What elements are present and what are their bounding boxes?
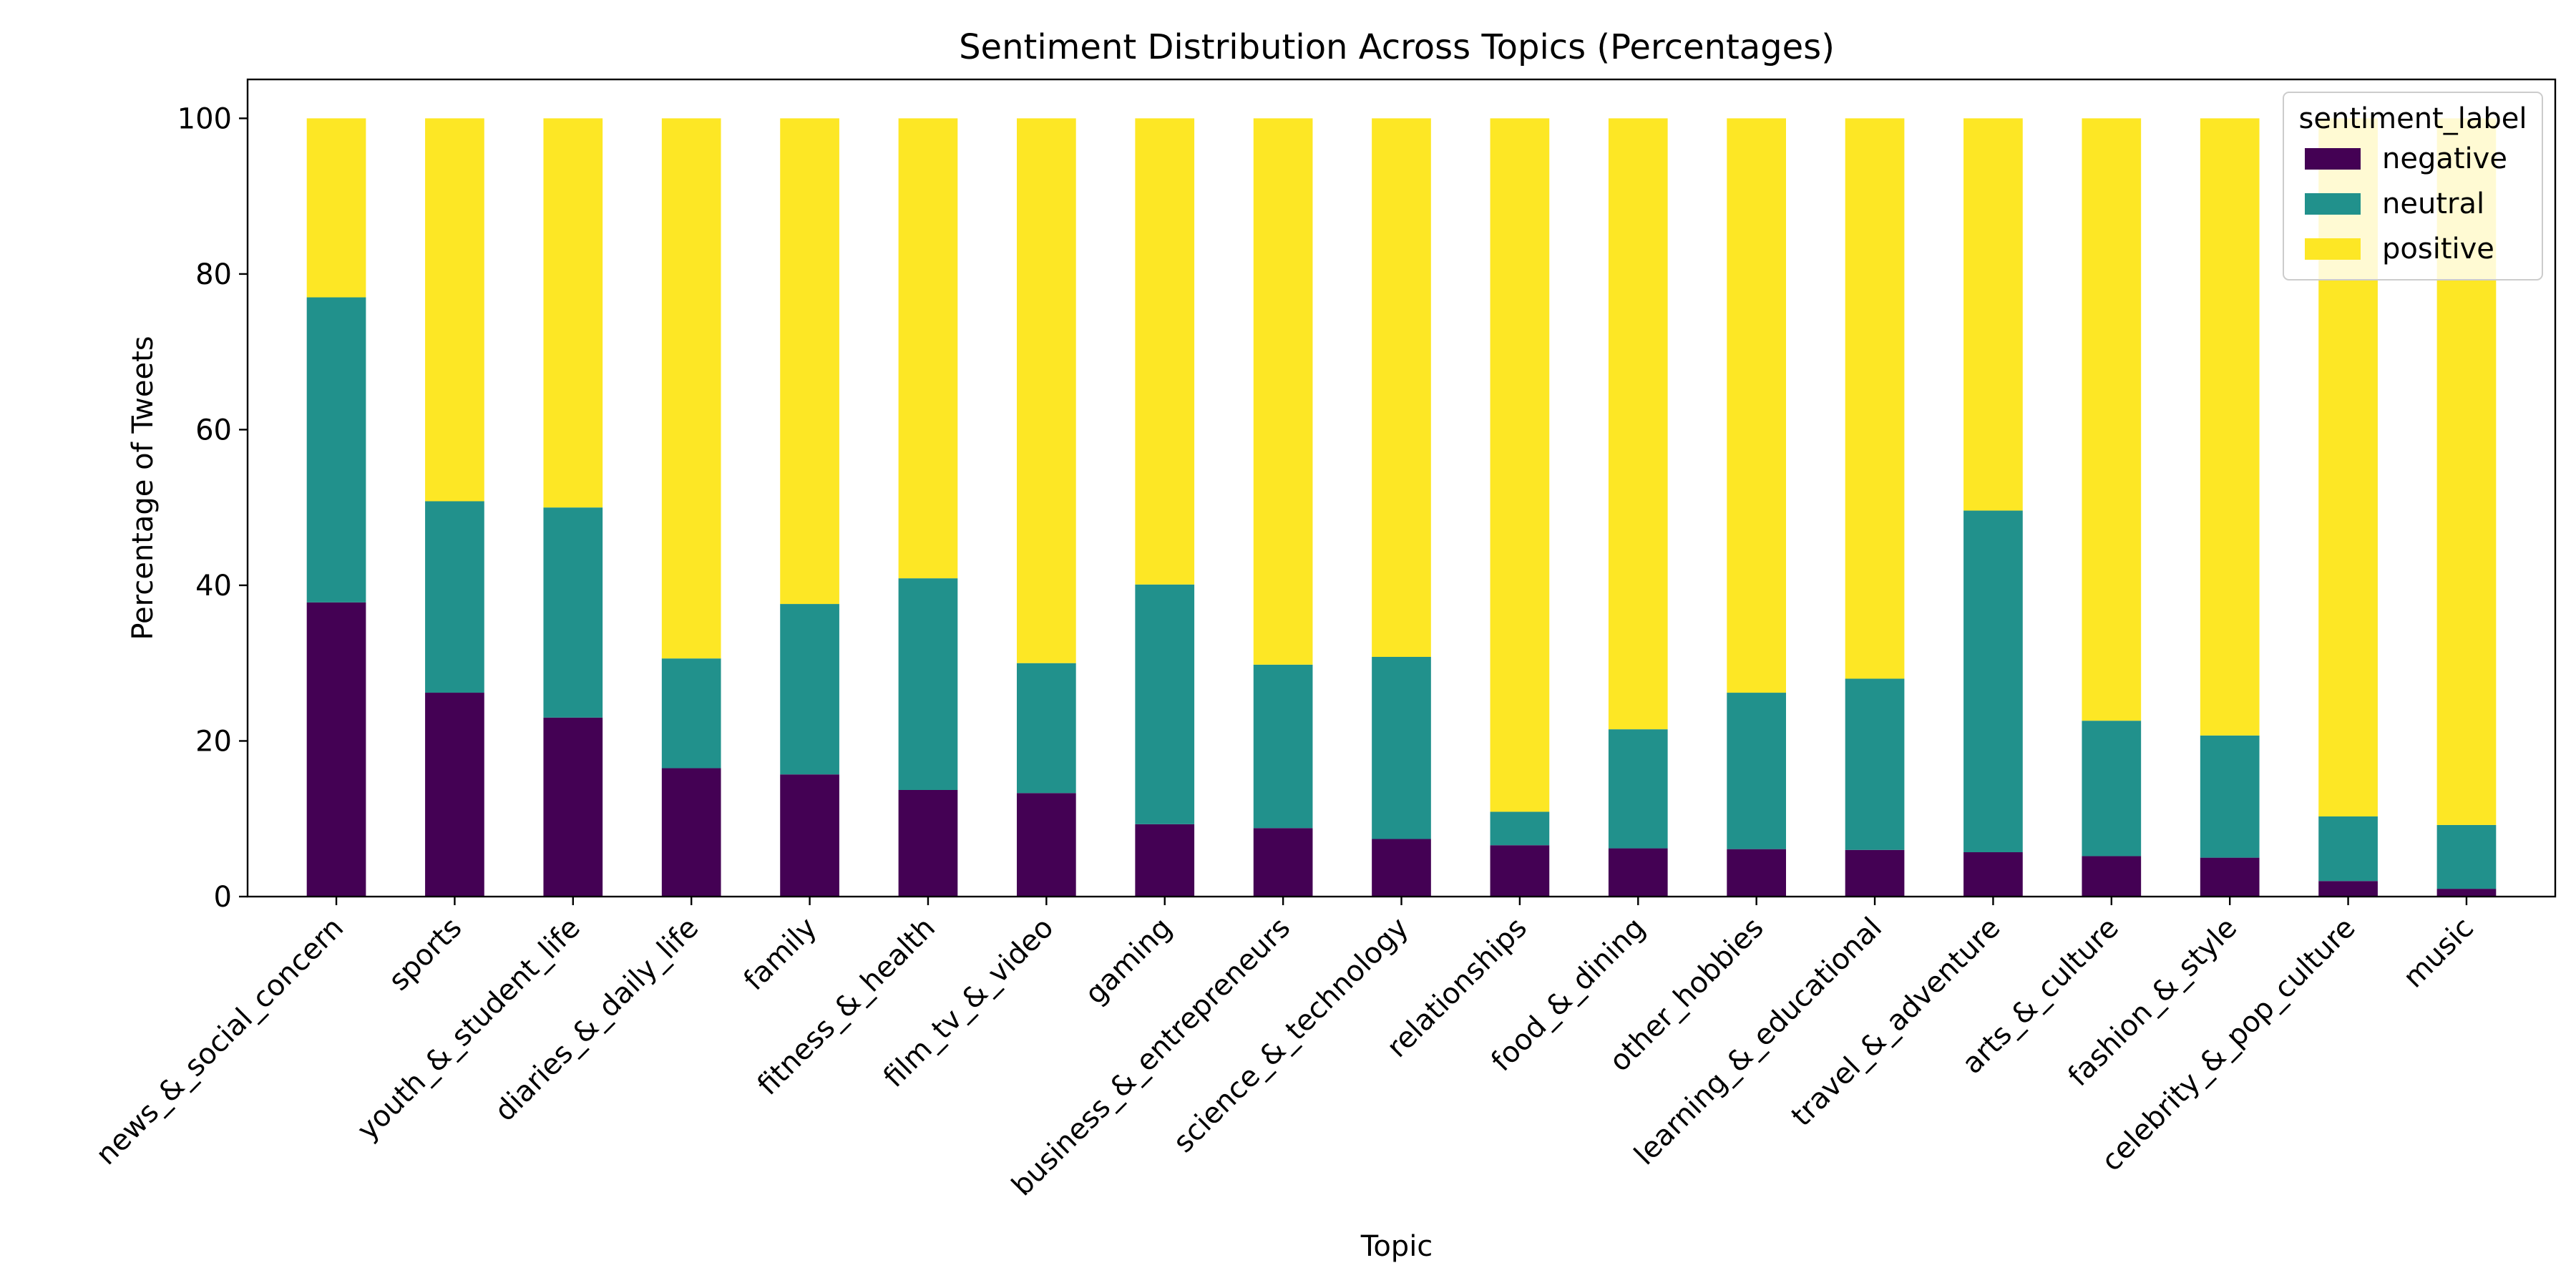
bar-negative-5 [898, 790, 958, 897]
bar-positive-16 [2200, 118, 2260, 736]
bar-positive-2 [543, 118, 603, 508]
bar-negative-7 [1135, 824, 1195, 897]
bar-positive-13 [1845, 118, 1905, 679]
x-tick-label: travel_&_adventure [1785, 912, 2007, 1133]
bar-negative-16 [2200, 857, 2260, 897]
x-tick-label: music [2397, 912, 2480, 995]
bar-negative-0 [306, 602, 366, 897]
bar-positive-5 [898, 118, 958, 579]
legend-label-neutral: neutral [2382, 187, 2484, 220]
y-tick-label: 40 [195, 570, 232, 602]
bar-neutral-2 [543, 507, 603, 718]
bar-negative-8 [1253, 828, 1313, 897]
y-tick-label: 60 [195, 414, 232, 447]
bar-positive-11 [1608, 118, 1668, 730]
bar-positive-6 [1017, 118, 1076, 663]
bar-neutral-11 [1608, 729, 1668, 849]
bar-neutral-17 [2318, 816, 2378, 882]
bar-neutral-6 [1017, 663, 1076, 794]
y-tick-label: 20 [195, 725, 232, 758]
bar-neutral-4 [780, 604, 839, 775]
legend-swatch-neutral [2305, 193, 2361, 215]
legend-title: sentiment_label [2299, 102, 2527, 135]
x-tick-label: sports [383, 912, 469, 997]
bar-negative-15 [2082, 856, 2142, 897]
bar-negative-18 [2436, 889, 2497, 897]
legend-swatch-positive [2305, 238, 2361, 260]
bar-neutral-5 [898, 578, 958, 790]
bars-layer [306, 118, 2497, 897]
bar-positive-10 [1490, 118, 1550, 812]
x-tick-label: youth_&_student_life [351, 912, 587, 1147]
bar-positive-4 [780, 118, 839, 605]
bar-neutral-8 [1253, 664, 1313, 829]
x-tick-label: family [738, 912, 824, 997]
y-tick-label: 100 [177, 102, 232, 135]
bar-positive-0 [306, 118, 366, 298]
bar-positive-9 [1372, 118, 1431, 658]
bar-positive-14 [1963, 118, 2023, 511]
bar-neutral-14 [1963, 510, 2023, 852]
legend-label-positive: positive [2382, 233, 2494, 265]
legend-box [2283, 92, 2543, 280]
bar-neutral-12 [1727, 693, 1786, 849]
bar-neutral-16 [2200, 735, 2260, 858]
bar-neutral-15 [2082, 721, 2142, 857]
bar-negative-2 [543, 717, 603, 897]
x-tick-label: science_&_technology [1167, 912, 1415, 1159]
bar-positive-7 [1135, 118, 1195, 585]
bar-negative-14 [1963, 852, 2023, 897]
x-tick-label: news_&_social_concern [89, 912, 350, 1172]
legend-swatch-negative [2305, 148, 2361, 170]
bar-neutral-18 [2436, 824, 2497, 889]
bar-negative-17 [2318, 881, 2378, 897]
x-tick-label: gaming [1079, 912, 1179, 1011]
y-axis-label: Percentage of Tweets [127, 336, 160, 640]
legend: sentiment_label negative neutral positive [2283, 92, 2543, 280]
bar-positive-8 [1253, 118, 1313, 665]
bar-positive-12 [1727, 118, 1786, 693]
bar-neutral-13 [1845, 678, 1905, 850]
bar-neutral-0 [306, 297, 366, 602]
bar-negative-13 [1845, 849, 1905, 897]
bar-neutral-1 [425, 501, 484, 693]
bar-negative-6 [1017, 793, 1076, 897]
x-axis-label: Topic [1360, 1230, 1433, 1263]
legend-label-negative: negative [2382, 142, 2507, 175]
bar-positive-1 [425, 118, 484, 502]
x-tick-label: celebrity_&_pop_culture [2095, 912, 2361, 1178]
bar-neutral-10 [1490, 811, 1550, 846]
y-tick-label: 80 [195, 258, 232, 291]
bar-negative-4 [780, 774, 839, 897]
bar-negative-3 [661, 768, 721, 897]
x-tick-label: learning_&_educational [1628, 912, 1888, 1172]
x-tick-label: diaries_&_daily_life [489, 912, 706, 1128]
bar-negative-1 [425, 693, 484, 897]
bar-positive-3 [661, 118, 721, 659]
bar-negative-9 [1372, 839, 1431, 897]
y-tick-label: 0 [214, 881, 232, 914]
bar-positive-15 [2082, 118, 2142, 721]
bar-neutral-7 [1135, 584, 1195, 824]
bar-negative-11 [1608, 848, 1668, 897]
bar-neutral-3 [661, 658, 721, 769]
chart-title: Sentiment Distribution Across Topics (Pe… [959, 27, 1835, 67]
bar-negative-10 [1490, 845, 1550, 897]
bar-neutral-9 [1372, 657, 1431, 839]
bar-negative-12 [1727, 849, 1786, 897]
